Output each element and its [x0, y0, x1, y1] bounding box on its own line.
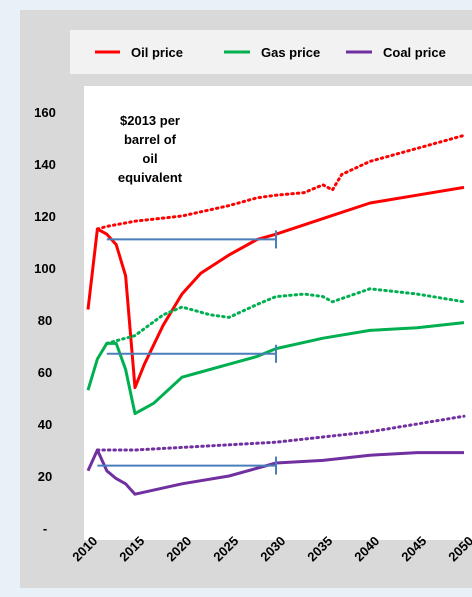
legend-box	[70, 30, 472, 74]
series-line	[95, 133, 466, 231]
y-tick-label: 20	[38, 469, 52, 484]
y-tick-label: 120	[34, 209, 56, 224]
series-line	[86, 321, 465, 416]
series-line	[86, 448, 464, 496]
legend-label: Gas price	[261, 45, 320, 60]
series-line	[95, 414, 466, 452]
y-tick-label: 140	[34, 157, 56, 172]
series-line	[86, 185, 465, 390]
reference-lines	[97, 230, 277, 475]
y-tick-label: 160	[34, 105, 56, 120]
y-tick-label: 40	[38, 417, 52, 432]
legend-label: Coal price	[383, 45, 446, 60]
unit-annotation: $2013 per barrel of oil equivalent	[118, 113, 183, 185]
annotation-line: equivalent	[118, 170, 183, 185]
annotation-line: $2013 per	[120, 113, 180, 128]
y-axis-ticks: 160 140 120 100 80 60 40 20 -	[34, 105, 56, 536]
legend: Oil price Gas price Coal price	[95, 45, 446, 60]
legend-label: Oil price	[131, 45, 183, 60]
y-tick-label: -	[43, 521, 47, 536]
y-tick-label: 80	[38, 313, 52, 328]
y-tick-label: 100	[34, 261, 56, 276]
annotation-line: oil	[142, 151, 157, 166]
y-tick-label: 60	[38, 365, 52, 380]
series-line	[105, 287, 466, 345]
series-lines	[86, 133, 466, 496]
annotation-line: barrel of	[124, 132, 177, 147]
